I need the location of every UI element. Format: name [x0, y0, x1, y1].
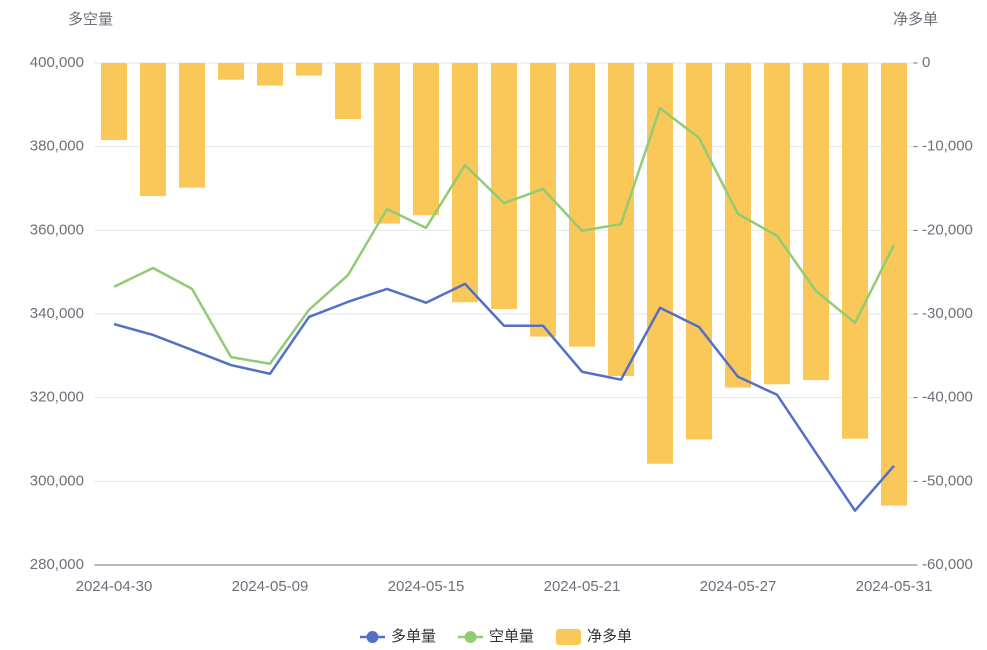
y-tick-label: 320,000 [30, 389, 84, 406]
x-tick-label: 2024-05-09 [232, 578, 309, 595]
x-tick-label: 2024-05-21 [544, 578, 621, 595]
y2-tick-label: 0 [922, 54, 930, 71]
line [113, 106, 896, 366]
x-tick-label: 2024-05-15 [388, 578, 465, 595]
bar [335, 63, 361, 120]
y2-tick-label: -60,000 [922, 556, 973, 573]
bar [803, 63, 829, 381]
y-tick-label: 360,000 [30, 221, 84, 238]
bar [881, 63, 907, 506]
bar [452, 63, 478, 303]
bar [842, 63, 868, 439]
bar [647, 63, 673, 464]
bar [140, 63, 166, 197]
x-tick-label: 2024-05-31 [856, 578, 933, 595]
bar [374, 63, 400, 224]
legend-marker [556, 629, 582, 645]
bar [725, 63, 751, 388]
bar [101, 63, 127, 140]
bar [686, 63, 712, 440]
legend-marker [464, 631, 477, 643]
bar [764, 63, 790, 385]
bar [413, 63, 439, 216]
bar [569, 63, 595, 347]
legend-label: 空单量 [489, 628, 534, 645]
y2-tick-label: -30,000 [922, 305, 973, 322]
bar [491, 63, 517, 309]
bar [257, 63, 283, 86]
y2-tick-label: -10,000 [922, 138, 973, 155]
y-tick-label: 400,000 [30, 54, 84, 71]
y-tick-label: 300,000 [30, 472, 84, 489]
y2-tick-label: -50,000 [922, 472, 973, 489]
legend-marker [366, 631, 379, 643]
legend-label: 净多单 [587, 628, 632, 645]
y-tick-label: 280,000 [30, 556, 84, 573]
x-tick-label: 2024-04-30 [76, 578, 153, 595]
legend-label: 多单量 [391, 628, 436, 645]
bar [218, 63, 244, 80]
bar [296, 63, 322, 76]
line [113, 282, 895, 512]
bar [179, 63, 205, 188]
y-tick-label: 340,000 [30, 305, 84, 322]
bar [608, 63, 634, 376]
y-tick-label: 380,000 [30, 138, 84, 155]
y-axis-title: 多空量 [68, 11, 113, 28]
y2-tick-label: -20,000 [922, 221, 973, 238]
x-tick-label: 2024-05-27 [700, 578, 777, 595]
y2-axis-title: 净多单 [893, 11, 938, 28]
y2-tick-label: -40,000 [922, 389, 973, 406]
